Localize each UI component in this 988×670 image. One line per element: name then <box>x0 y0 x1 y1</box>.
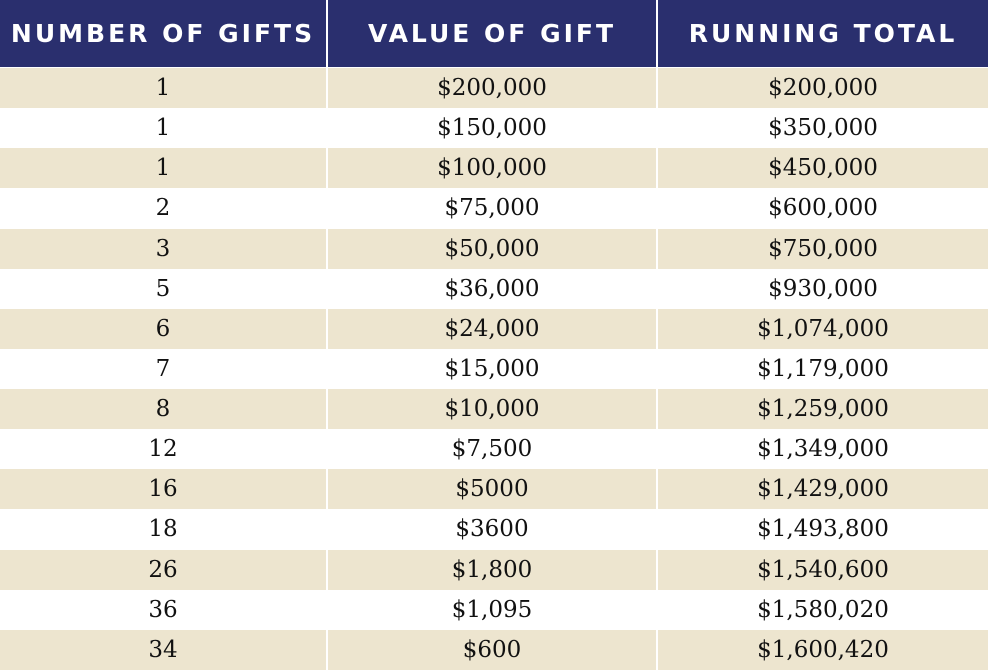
cell-value-of-gift: $50,000 <box>328 228 658 269</box>
cell-number-of-gifts: 1 <box>0 108 328 149</box>
table-row: 1 $200,000 $200,000 <box>0 68 988 109</box>
table-row: 16 $5000 $1,429,000 <box>0 469 988 510</box>
cell-value-of-gift: $36,000 <box>328 268 658 309</box>
cell-value-of-gift: $75,000 <box>328 188 658 229</box>
cell-running-total: $1,580,020 <box>658 589 988 630</box>
cell-number-of-gifts: 18 <box>0 509 328 550</box>
cell-running-total: $350,000 <box>658 108 988 149</box>
table-row: 6 $24,000 $1,074,000 <box>0 308 988 349</box>
cell-value-of-gift: $3600 <box>328 509 658 550</box>
table-row: 34 $600 $1,600,420 <box>0 629 988 670</box>
cell-number-of-gifts: 36 <box>0 589 328 630</box>
table-row: 3 $50,000 $750,000 <box>0 228 988 269</box>
table-row: 2 $75,000 $600,000 <box>0 188 988 229</box>
table-row: 1 $100,000 $450,000 <box>0 148 988 189</box>
cell-running-total: $1,179,000 <box>658 348 988 389</box>
cell-value-of-gift: $15,000 <box>328 348 658 389</box>
table-row: 8 $10,000 $1,259,000 <box>0 389 988 430</box>
cell-number-of-gifts: 3 <box>0 228 328 269</box>
cell-value-of-gift: $1,800 <box>328 549 658 590</box>
cell-running-total: $750,000 <box>658 228 988 269</box>
cell-number-of-gifts: 16 <box>0 469 328 510</box>
cell-running-total: $930,000 <box>658 268 988 309</box>
cell-value-of-gift: $1,095 <box>328 589 658 630</box>
table-row: 5 $36,000 $930,000 <box>0 268 988 309</box>
cell-number-of-gifts: 7 <box>0 348 328 389</box>
table-row: 1 $150,000 $350,000 <box>0 108 988 149</box>
table-row: 26 $1,800 $1,540,600 <box>0 549 988 590</box>
table-header-row: NUMBER OF GIFTS VALUE OF GIFT RUNNING TO… <box>0 0 988 68</box>
header-number-of-gifts: NUMBER OF GIFTS <box>0 0 328 68</box>
cell-running-total: $1,600,420 <box>658 629 988 670</box>
cell-value-of-gift: $7,500 <box>328 429 658 470</box>
cell-running-total: $1,493,800 <box>658 509 988 550</box>
cell-number-of-gifts: 1 <box>0 68 328 109</box>
cell-number-of-gifts: 26 <box>0 549 328 590</box>
cell-value-of-gift: $100,000 <box>328 148 658 189</box>
cell-number-of-gifts: 2 <box>0 188 328 229</box>
table-body: 1 $200,000 $200,000 1 $150,000 $350,000 1 $100,… <box>0 68 988 670</box>
cell-number-of-gifts: 5 <box>0 268 328 309</box>
table-row: 18 $3600 $1,493,800 <box>0 509 988 550</box>
table-row: 7 $15,000 $1,179,000 <box>0 348 988 389</box>
cell-running-total: $1,259,000 <box>658 389 988 430</box>
cell-running-total: $1,540,600 <box>658 549 988 590</box>
cell-running-total: $450,000 <box>658 148 988 189</box>
cell-number-of-gifts: 12 <box>0 429 328 470</box>
header-running-total: RUNNING TOTAL <box>658 0 988 68</box>
cell-running-total: $1,349,000 <box>658 429 988 470</box>
header-value-of-gift: VALUE OF GIFT <box>328 0 658 68</box>
cell-value-of-gift: $200,000 <box>328 68 658 109</box>
cell-number-of-gifts: 6 <box>0 308 328 349</box>
cell-number-of-gifts: 34 <box>0 629 328 670</box>
table-row: 12 $7,500 $1,349,000 <box>0 429 988 470</box>
cell-number-of-gifts: 1 <box>0 148 328 189</box>
cell-value-of-gift: $10,000 <box>328 389 658 430</box>
cell-running-total: $200,000 <box>658 68 988 109</box>
cell-running-total: $600,000 <box>658 188 988 229</box>
cell-running-total: $1,429,000 <box>658 469 988 510</box>
table-row: 36 $1,095 $1,580,020 <box>0 589 988 630</box>
cell-value-of-gift: $5000 <box>328 469 658 510</box>
cell-value-of-gift: $600 <box>328 629 658 670</box>
cell-value-of-gift: $150,000 <box>328 108 658 149</box>
cell-number-of-gifts: 8 <box>0 389 328 430</box>
cell-value-of-gift: $24,000 <box>328 308 658 349</box>
cell-running-total: $1,074,000 <box>658 308 988 349</box>
